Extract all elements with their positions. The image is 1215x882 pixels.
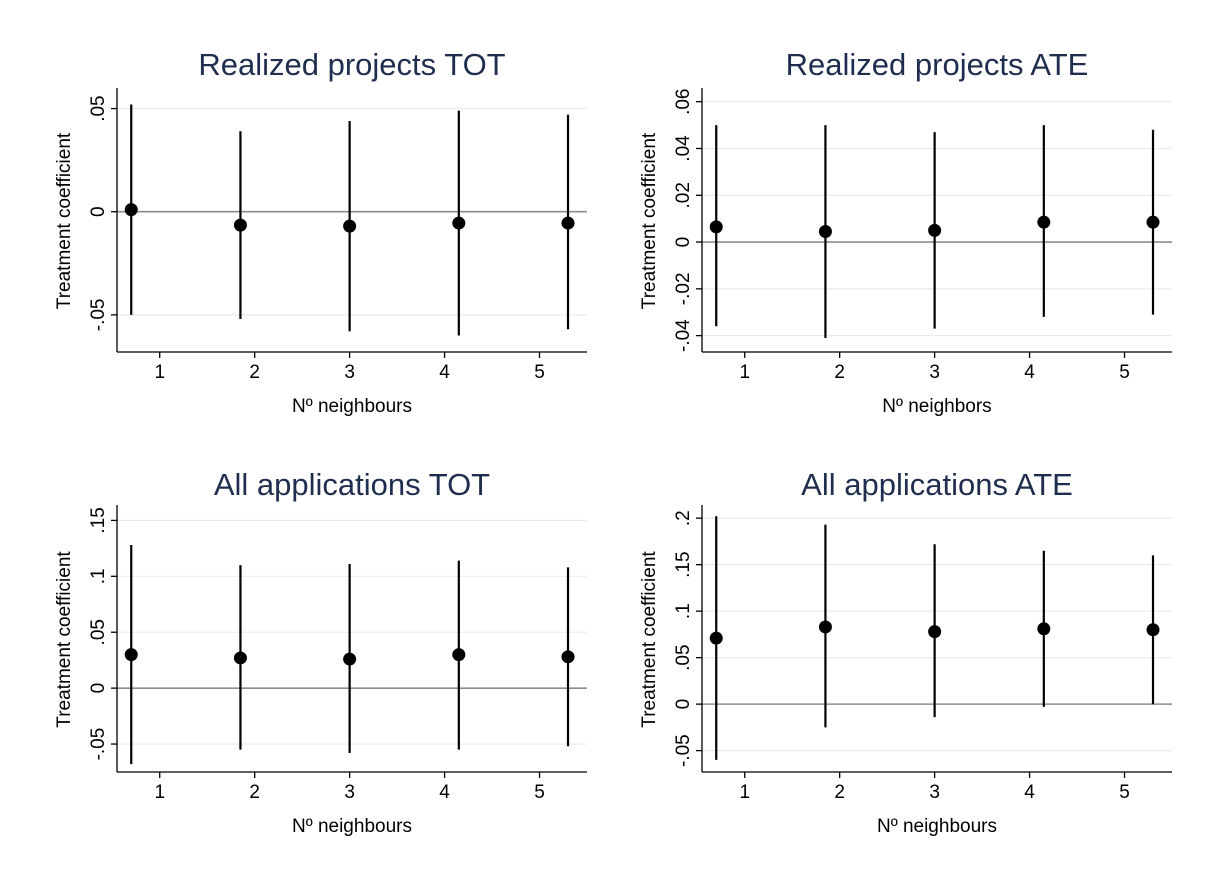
y-axis-title: Treatment coefficient	[54, 132, 75, 309]
point-estimate	[233, 651, 247, 665]
point-estimate	[124, 648, 138, 662]
y-tick-label: .05	[88, 619, 109, 645]
x-tick-label: 3	[344, 362, 355, 383]
point-estimate	[452, 216, 466, 230]
x-tick-label: 2	[834, 362, 845, 383]
x-axis-title: Nº neighbours	[292, 396, 412, 417]
point-estimate	[709, 220, 723, 234]
point-estimate	[928, 223, 942, 237]
y-tick-label: 0	[673, 699, 694, 710]
x-tick-label: 5	[1119, 782, 1130, 803]
x-tick-label: 4	[439, 782, 450, 803]
x-axis-title: Nº neighbors	[882, 396, 991, 417]
chart-title: Realized projects ATE	[786, 47, 1089, 82]
x-tick-label: 4	[1024, 782, 1035, 803]
point-estimate	[561, 650, 575, 664]
chart-panel-4: All applications ATE 1 2 3 4 5 -.05 0 .05 .1 .15 .2…	[639, 467, 1172, 837]
x-tick-label: 4	[1024, 362, 1035, 383]
chart-title: All applications ATE	[801, 467, 1073, 502]
point-estimate	[561, 216, 575, 230]
x-tick-label: 4	[439, 362, 450, 383]
y-tick-label: .04	[673, 135, 694, 162]
y-tick-label: 0	[88, 206, 109, 217]
y-tick-label: .05	[88, 95, 109, 121]
x-tick-label: 3	[344, 782, 355, 803]
x-tick-label: 5	[1119, 362, 1130, 383]
y-tick-label: .15	[673, 551, 694, 577]
y-tick-label: .2	[673, 510, 694, 526]
y-axis-title: Treatment coefficient	[54, 551, 75, 728]
point-estimate	[452, 648, 466, 662]
chart-panel-2: Realized projects ATE 1 2 3 4 5 -.04 -.02 0 .02 .0…	[639, 47, 1172, 417]
point-estimate	[343, 652, 357, 666]
point-estimate	[233, 218, 247, 232]
y-tick-label: -.05	[673, 734, 694, 767]
x-tick-label: 1	[739, 362, 750, 383]
chart-panel-3: All applications TOT 1 2 3 4 5 -.05 0 .05 .1 .15 Nº…	[54, 467, 587, 837]
x-tick-label: 3	[929, 362, 940, 383]
chart-panel-1: Realized projects TOT 1 2 3 4 5 -.05 0 .05 Nº nei…	[54, 47, 587, 417]
y-tick-label: -.02	[673, 272, 694, 305]
point-estimate	[1146, 215, 1160, 229]
x-tick-label: 1	[154, 782, 165, 803]
point-estimate	[1037, 622, 1051, 636]
x-axis-title: Nº neighbours	[877, 816, 997, 837]
y-tick-label: -.04	[673, 319, 694, 352]
point-estimate	[928, 625, 942, 639]
y-tick-label: 0	[673, 237, 694, 248]
x-axis-title: Nº neighbours	[292, 816, 412, 837]
y-tick-label: .15	[88, 507, 109, 533]
y-tick-label: .02	[673, 182, 694, 208]
point-estimate	[709, 631, 723, 645]
x-tick-label: 2	[834, 782, 845, 803]
x-tick-label: 1	[739, 782, 750, 803]
point-estimate	[1146, 623, 1160, 637]
point-estimate	[1037, 215, 1051, 229]
point-estimate	[818, 225, 832, 239]
y-tick-label: -.05	[88, 298, 109, 331]
x-tick-label: 2	[249, 782, 260, 803]
x-tick-label: 1	[154, 362, 165, 383]
x-tick-label: 3	[929, 782, 940, 803]
y-tick-label: -.05	[88, 728, 109, 761]
y-axis-title: Treatment coefficient	[639, 551, 660, 728]
x-tick-label: 5	[534, 362, 545, 383]
point-estimate	[818, 620, 832, 634]
y-axis-title: Treatment coefficient	[639, 132, 660, 309]
y-tick-label: .1	[88, 568, 109, 584]
y-tick-label: .06	[673, 88, 694, 114]
y-tick-label: 0	[88, 683, 109, 694]
y-tick-label: .05	[673, 644, 694, 670]
x-tick-label: 2	[249, 362, 260, 383]
point-estimate	[124, 203, 138, 217]
chart-title: Realized projects TOT	[198, 47, 505, 82]
y-tick-label: .1	[673, 603, 694, 619]
point-estimate	[343, 219, 357, 233]
x-tick-label: 5	[534, 782, 545, 803]
chart-title: All applications TOT	[214, 467, 490, 502]
